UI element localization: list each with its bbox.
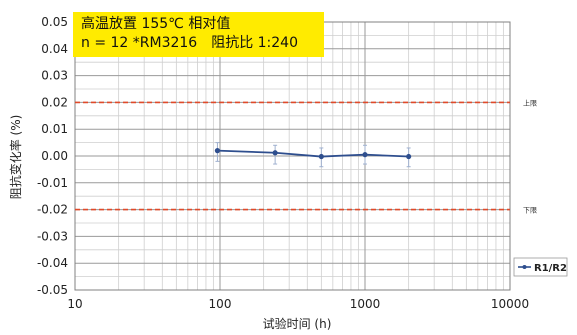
y-tick-label: 0.03	[41, 69, 68, 83]
series	[214, 142, 412, 168]
y-tick-label: -0.04	[37, 256, 68, 270]
legend-marker	[522, 265, 527, 269]
x-axis-label: 试验时间 (h)	[263, 316, 332, 331]
legend-box	[513, 257, 568, 277]
y-tick-label: -0.01	[37, 176, 68, 190]
chart-title-line2: n = 12 *RM3216 阻抗比 1:240	[81, 35, 298, 51]
data-point	[406, 153, 412, 160]
chart-title-box: 高温放置 155℃ 相对值 n = 12 *RM3216 阻抗比 1:240	[73, 12, 324, 57]
limit-label: 上限	[523, 98, 537, 107]
y-tick-label: 0.01	[41, 122, 68, 136]
legend-label: R1/R2	[534, 263, 567, 274]
y-tick-label: -0.03	[37, 229, 68, 243]
chart-title-line1: 高温放置 155℃ 相对值	[81, 16, 231, 32]
x-tick-label: 10	[67, 297, 82, 311]
y-tick-label: 0.02	[41, 95, 68, 109]
y-tick-label: -0.05	[37, 283, 68, 297]
x-tick-label: 10000	[491, 297, 529, 311]
data-point	[362, 152, 368, 158]
data-point	[272, 150, 278, 156]
y-tick-label: 0.00	[41, 149, 68, 163]
legend: R1/R2	[513, 257, 568, 277]
grid	[74, 21, 511, 291]
y-tick-label: 0.04	[41, 42, 68, 56]
x-tick-label: 1000	[350, 297, 381, 311]
x-tick-label: 100	[209, 297, 232, 311]
y-tick-label: 0.05	[41, 15, 68, 29]
data-point	[214, 148, 221, 154]
limit-label: 下限	[523, 206, 537, 215]
data-point	[318, 153, 324, 160]
y-axis-label: 阻抗变化率 (%)	[8, 115, 23, 200]
tick-labels: -0.05 -0.04 -0.03 -0.02 -0.01 0.00 0.01 0.02 0.0…	[37, 15, 529, 311]
y-tick-label: -0.02	[37, 203, 68, 217]
